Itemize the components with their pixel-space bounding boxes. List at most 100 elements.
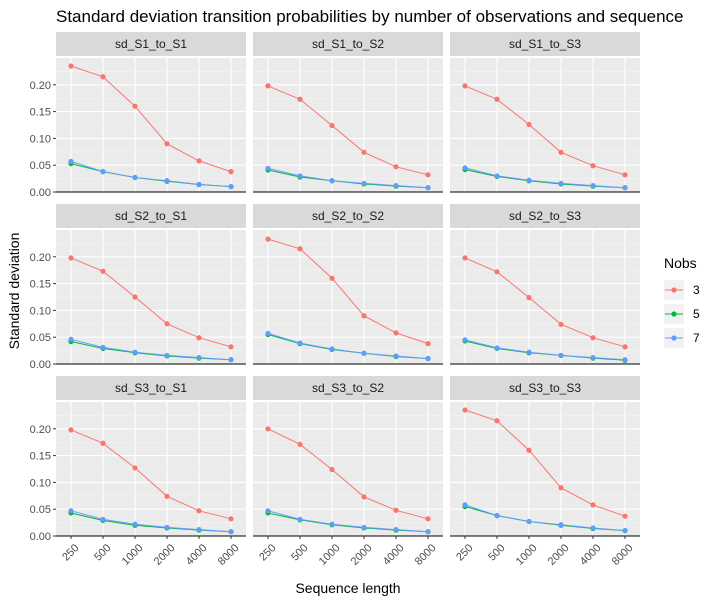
data-point-nobs-7 xyxy=(425,185,431,191)
data-point-nobs-3 xyxy=(68,63,74,69)
data-point-nobs-7 xyxy=(228,357,234,363)
x-tick-label: 1000 xyxy=(317,542,343,568)
x-tick-label: 250 xyxy=(454,542,475,563)
facet-grid: sd_S1_to_S10.000.050.100.150.20sd_S1_to_… xyxy=(30,32,640,568)
data-point-nobs-3 xyxy=(425,172,431,178)
data-point-nobs-3 xyxy=(329,466,335,473)
y-tick-label: 0.20 xyxy=(30,80,51,92)
data-point-nobs-3 xyxy=(68,255,74,261)
x-tick-label: 1000 xyxy=(120,542,146,568)
facet-panel: sd_S3_to_S1 0.00 0.05 0.10 0.15 0.20 250 500 100… xyxy=(30,376,246,568)
y-tick-label: 0.20 xyxy=(30,424,51,436)
data-point-nobs-7 xyxy=(164,178,170,184)
data-point-nobs-3 xyxy=(590,163,596,169)
y-tick-label: 0.10 xyxy=(30,477,51,489)
data-point-nobs-7 xyxy=(100,169,106,175)
data-point-nobs-7 xyxy=(425,529,431,535)
y-tick-label: 0.15 xyxy=(30,279,51,291)
data-point-nobs-7 xyxy=(558,522,564,528)
data-point-nobs-3 xyxy=(132,465,138,471)
data-point-nobs-7 xyxy=(132,349,138,355)
y-tick-label: 0.05 xyxy=(30,160,51,172)
facet-strip xyxy=(253,376,443,400)
facet-panel: sd_S2_to_S3 xyxy=(450,204,640,365)
facet-strip-label: sd_S2_to_S1 xyxy=(115,209,187,223)
chart-title: Standard deviation transition probabilit… xyxy=(56,7,684,26)
data-point-nobs-3 xyxy=(622,513,628,519)
data-point-nobs-7 xyxy=(196,354,202,361)
data-point-nobs-7 xyxy=(558,352,564,359)
data-point-nobs-7 xyxy=(558,180,564,187)
data-point-nobs-7 xyxy=(68,508,74,514)
data-point-nobs-7 xyxy=(329,521,335,527)
legend-key-point xyxy=(671,311,677,317)
x-tick-label: 2000 xyxy=(349,542,375,568)
data-point-nobs-3 xyxy=(494,418,500,424)
data-point-nobs-7 xyxy=(265,330,271,337)
facet-panel: sd_S2_to_S2 xyxy=(253,204,443,365)
data-point-nobs-7 xyxy=(68,336,74,342)
series-line-nobs-3 xyxy=(70,429,232,520)
data-point-nobs-3 xyxy=(297,441,303,447)
data-point-nobs-7 xyxy=(361,350,367,356)
data-point-nobs-3 xyxy=(164,493,170,499)
data-point-nobs-3 xyxy=(590,335,596,341)
x-tick-label: 2000 xyxy=(546,542,572,568)
data-point-nobs-7 xyxy=(393,182,399,189)
data-point-nobs-3 xyxy=(558,485,564,491)
data-point-nobs-3 xyxy=(526,121,532,128)
legend-key-point xyxy=(671,335,677,341)
x-tick-label: 8000 xyxy=(413,542,439,568)
facet-strip xyxy=(253,204,443,228)
series-line-nobs-3 xyxy=(70,257,232,348)
data-point-nobs-3 xyxy=(462,83,468,89)
series-line-nobs-7 xyxy=(70,338,232,361)
series-line-nobs-3 xyxy=(267,238,429,345)
data-point-nobs-7 xyxy=(361,524,367,531)
series-line-nobs-3 xyxy=(464,85,626,176)
series-line-nobs-3 xyxy=(464,409,626,517)
data-point-nobs-7 xyxy=(196,181,202,188)
data-point-nobs-3 xyxy=(425,341,431,347)
data-point-nobs-3 xyxy=(132,294,138,300)
facet-strip-label: sd_S1_to_S1 xyxy=(115,37,187,51)
x-tick-label: 2000 xyxy=(152,542,178,568)
series-line-nobs-7 xyxy=(464,339,626,361)
data-point-nobs-3 xyxy=(462,255,468,261)
x-tick-label: 500 xyxy=(289,542,310,563)
data-point-nobs-3 xyxy=(297,96,303,102)
facet-panel: sd_S1_to_S1 0.00 0.05 0.10 0.15 0.20 xyxy=(30,32,246,199)
data-point-nobs-3 xyxy=(425,516,431,522)
series-line-nobs-7 xyxy=(464,504,626,532)
facet-strip-label: sd_S2_to_S2 xyxy=(312,209,384,223)
data-point-nobs-7 xyxy=(526,518,532,525)
data-point-nobs-3 xyxy=(265,83,271,89)
facet-panel: sd_S3_to_S3 250 500 1000 2000 4000 8000 xyxy=(450,376,640,568)
series-line-nobs-3 xyxy=(464,257,626,348)
data-point-nobs-7 xyxy=(361,180,367,187)
data-point-nobs-3 xyxy=(526,447,532,453)
data-point-nobs-7 xyxy=(393,353,399,359)
series-line-nobs-3 xyxy=(70,65,232,173)
legend-key-point xyxy=(671,287,677,293)
data-point-nobs-3 xyxy=(494,96,500,102)
data-point-nobs-7 xyxy=(462,337,468,343)
x-tick-label: 1000 xyxy=(514,542,540,568)
series-line-nobs-7 xyxy=(267,510,429,533)
facet-strip-label: sd_S2_to_S3 xyxy=(509,209,581,223)
series-line-nobs-7 xyxy=(267,167,429,189)
data-point-nobs-7 xyxy=(526,177,532,183)
data-point-nobs-7 xyxy=(425,356,431,362)
legend-label: 7 xyxy=(693,331,700,345)
data-point-nobs-3 xyxy=(228,344,234,350)
x-axis-title: Sequence length xyxy=(295,580,400,596)
data-point-nobs-7 xyxy=(297,173,303,179)
data-point-nobs-7 xyxy=(228,184,234,190)
y-tick-label: 0.20 xyxy=(30,252,51,264)
x-tick-label: 8000 xyxy=(610,542,636,568)
data-point-nobs-3 xyxy=(196,158,202,164)
y-tick-label: 0.05 xyxy=(30,332,51,344)
data-point-nobs-3 xyxy=(622,172,628,178)
y-tick-label: 0.00 xyxy=(30,359,51,371)
